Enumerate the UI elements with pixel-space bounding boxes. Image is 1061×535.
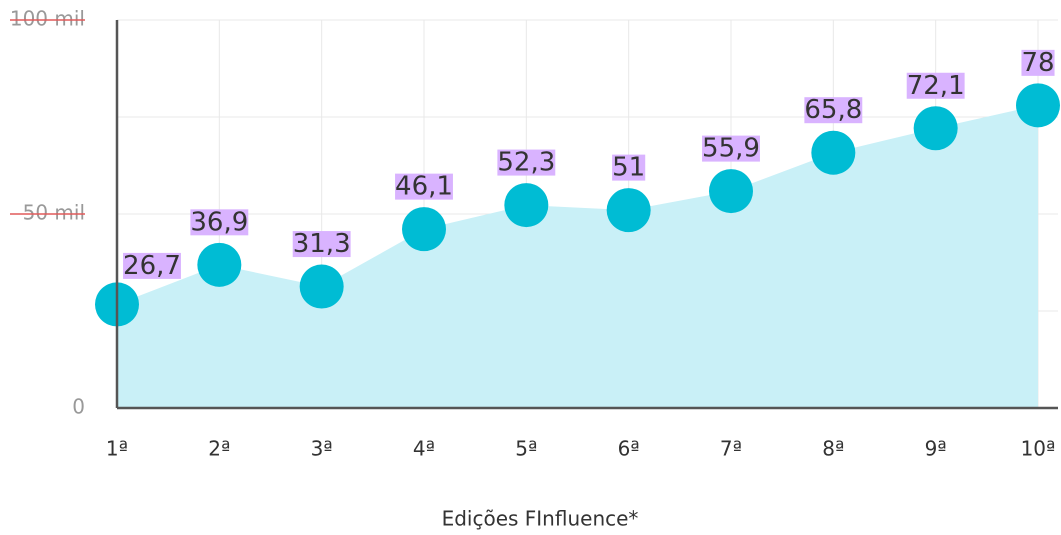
marker: [1016, 83, 1060, 128]
x-tick-label: 2ª: [208, 437, 230, 461]
marker: [504, 183, 549, 228]
y-tick-label: 50 mil: [23, 201, 85, 225]
marker: [197, 242, 242, 287]
value-label: 72,1: [907, 71, 965, 101]
value-label: 65,8: [804, 95, 862, 125]
y-tick-label: 100 mil: [10, 7, 85, 31]
x-tick-label: 1ª: [106, 437, 128, 461]
area: [117, 105, 1038, 409]
x-tick-label: 3ª: [311, 437, 333, 461]
y-tick-label: 0: [72, 395, 85, 419]
value-label-bg: [1021, 49, 1055, 76]
value-label: 51: [612, 153, 645, 183]
value-label-bg: [702, 135, 760, 162]
marker: [299, 264, 344, 309]
value-label: 55,9: [702, 134, 760, 164]
x-tick-label: 5ª: [515, 437, 537, 461]
value-label: 46,1: [395, 172, 453, 202]
x-tick-label: 10ª: [1021, 437, 1056, 461]
value-label-bg: [804, 97, 863, 124]
x-tick-label: 7ª: [720, 437, 742, 461]
x-tick-label: 4ª: [413, 437, 435, 461]
value-label: 31,3: [293, 229, 351, 259]
marker: [811, 130, 856, 175]
x-tick-label: 8ª: [822, 437, 844, 461]
value-label-bg: [395, 173, 453, 200]
x-axis-label: Edições FInfluence*: [442, 507, 639, 531]
marker: [913, 106, 958, 151]
value-label-bg: [906, 72, 965, 99]
value-label-bg: [497, 149, 556, 176]
marker: [606, 188, 651, 233]
value-label: 78: [1021, 48, 1054, 78]
value-label-bg: [190, 209, 249, 236]
marker: [709, 169, 753, 214]
value-label-bg: [123, 252, 181, 279]
value-label-bg: [612, 154, 646, 181]
value-label: 52,3: [497, 148, 555, 178]
marker: [402, 207, 446, 252]
value-label: 26,7: [123, 251, 181, 281]
x-tick-label: 9ª: [925, 437, 947, 461]
value-label-bg: [292, 231, 351, 258]
value-label: 36,9: [190, 207, 248, 237]
x-tick-label: 6ª: [618, 437, 640, 461]
